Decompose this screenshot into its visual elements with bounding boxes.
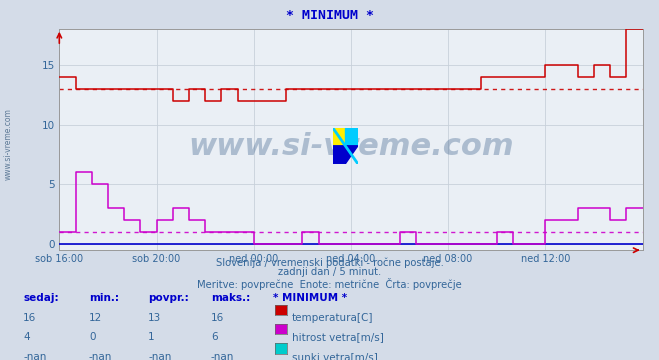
Text: 0: 0 [89, 332, 96, 342]
Text: -nan: -nan [211, 352, 234, 360]
Text: zadnji dan / 5 minut.: zadnji dan / 5 minut. [278, 267, 381, 278]
Text: -nan: -nan [148, 352, 171, 360]
Polygon shape [345, 128, 358, 146]
Text: 4: 4 [23, 332, 30, 342]
Text: temperatura[C]: temperatura[C] [292, 313, 374, 323]
Text: maks.:: maks.: [211, 293, 250, 303]
Text: -nan: -nan [23, 352, 46, 360]
Text: 6: 6 [211, 332, 217, 342]
Text: sunki vetra[m/s]: sunki vetra[m/s] [292, 352, 378, 360]
Text: 1: 1 [148, 332, 155, 342]
Text: -nan: -nan [89, 352, 112, 360]
Polygon shape [333, 128, 345, 146]
Text: www.si-vreme.com: www.si-vreme.com [3, 108, 13, 180]
Polygon shape [333, 146, 358, 164]
Text: * MINIMUM *: * MINIMUM * [273, 293, 347, 303]
Text: Meritve: povprečne  Enote: metrične  Črta: povprečje: Meritve: povprečne Enote: metrične Črta:… [197, 278, 462, 290]
Text: Slovenija / vremenski podatki - ročne postaje.: Slovenija / vremenski podatki - ročne po… [215, 257, 444, 268]
Text: min.:: min.: [89, 293, 119, 303]
Text: 16: 16 [211, 313, 224, 323]
Text: povpr.:: povpr.: [148, 293, 189, 303]
Text: sedaj:: sedaj: [23, 293, 59, 303]
Text: 16: 16 [23, 313, 36, 323]
Text: www.si-vreme.com: www.si-vreme.com [188, 132, 514, 161]
Text: * MINIMUM *: * MINIMUM * [285, 9, 374, 22]
Text: 12: 12 [89, 313, 102, 323]
Text: 13: 13 [148, 313, 161, 323]
Text: hitrost vetra[m/s]: hitrost vetra[m/s] [292, 332, 384, 342]
